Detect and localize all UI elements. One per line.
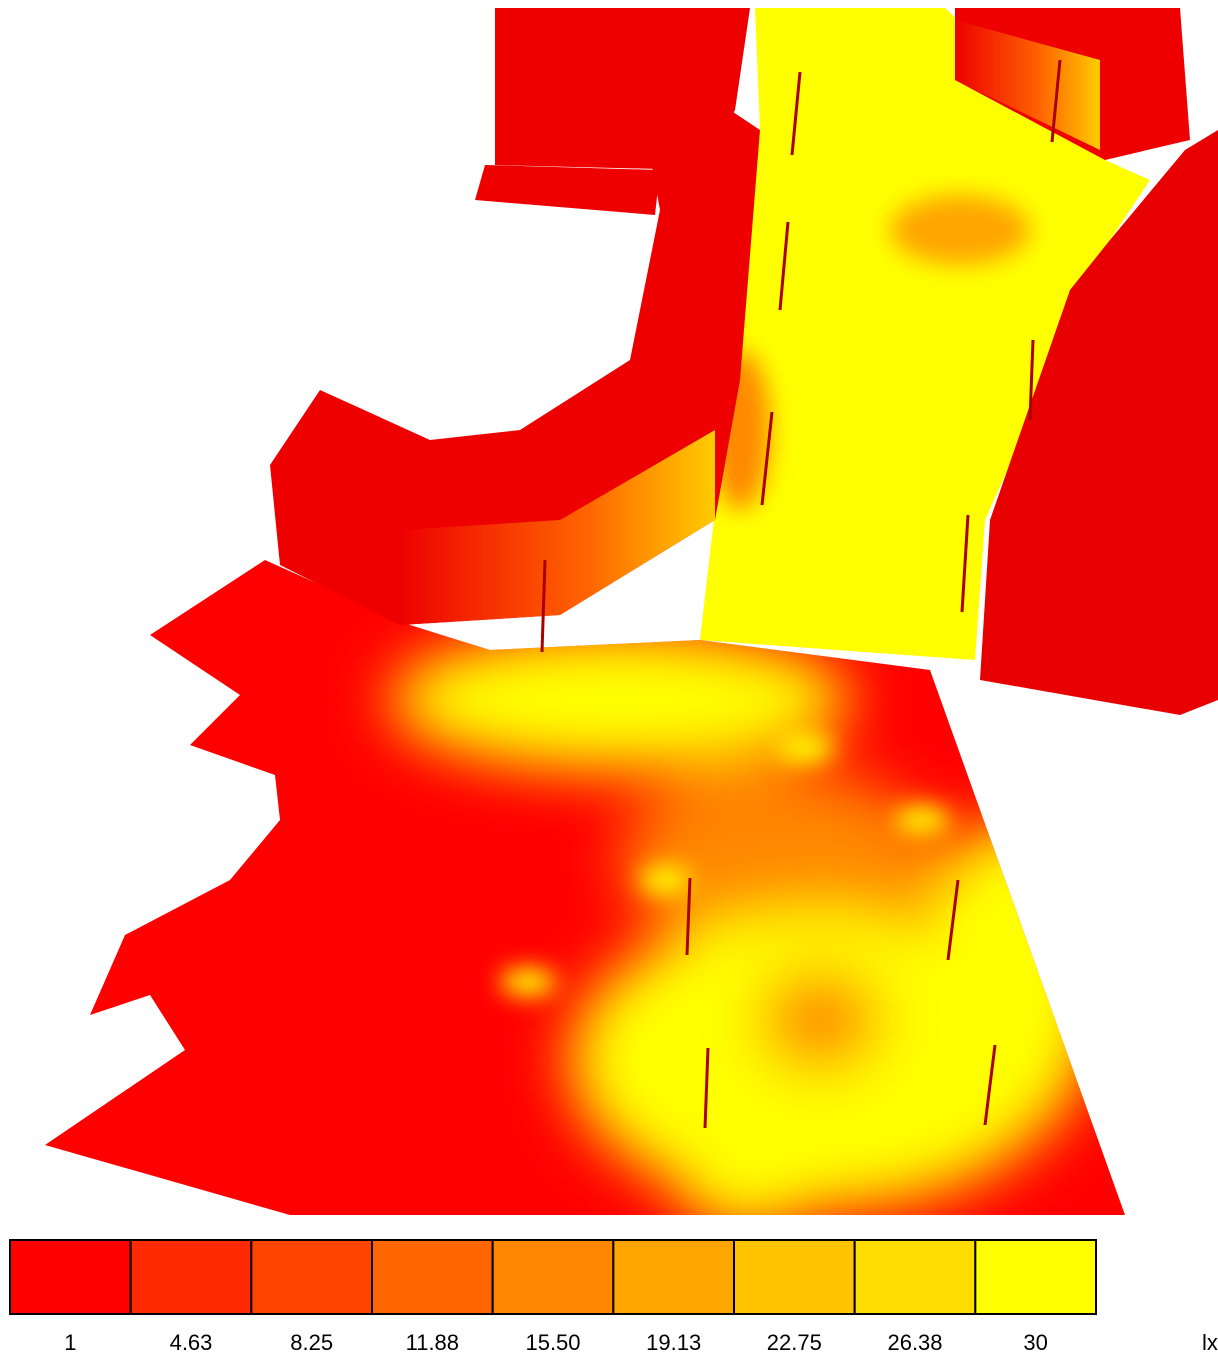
- legend-label: 8.25: [290, 1330, 333, 1355]
- legend-swatch: [491, 1239, 615, 1315]
- legend-swatch: [612, 1239, 735, 1315]
- legend-label: 11.88: [406, 1330, 459, 1355]
- plaza: [45, 560, 1125, 1215]
- legend-label: 26.38: [887, 1330, 942, 1355]
- legend-label: 4.63: [170, 1330, 213, 1355]
- legend: 1 4.63 8.25 11.88 15.50 19.13 22.75 26.38 30 lx: [9, 1239, 1218, 1355]
- legend-swatch: [974, 1239, 1097, 1315]
- legend-swatch: [129, 1239, 253, 1315]
- legend-label: 22.75: [767, 1330, 822, 1355]
- buildings: [270, 8, 1218, 715]
- legend-swatch: [9, 1239, 132, 1315]
- legend-swatch: [733, 1239, 856, 1315]
- legend-unit: lx: [1202, 1330, 1218, 1355]
- lamp-posts: [540, 59, 1062, 1129]
- legend-label: 1: [64, 1330, 76, 1355]
- legend-label: 15.50: [525, 1330, 580, 1355]
- legend-swatch: [853, 1239, 977, 1315]
- legend-swatch: [371, 1239, 494, 1315]
- legend-label: 19.13: [646, 1330, 701, 1355]
- legend-label: 30: [1023, 1330, 1047, 1355]
- legend-swatch: [250, 1239, 373, 1315]
